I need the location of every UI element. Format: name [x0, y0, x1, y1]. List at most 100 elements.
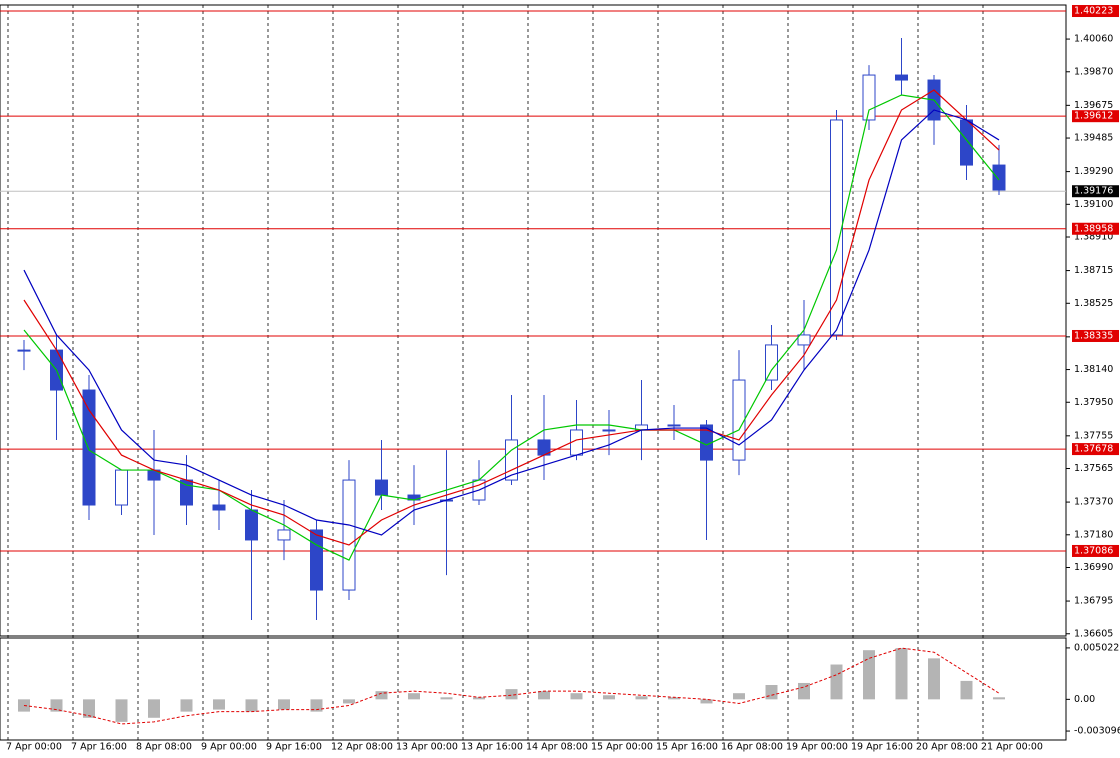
y-tick-label: 1.40060	[1074, 34, 1113, 45]
histogram-bar	[700, 699, 713, 704]
histogram-bar	[180, 699, 193, 712]
macd-panel	[0, 637, 1067, 741]
level-label-box	[1072, 544, 1119, 557]
histogram-bar	[733, 693, 745, 700]
x-tick-label: 19 Apr 00:00	[786, 742, 848, 753]
y-tick-label: 1.37180	[1074, 529, 1113, 540]
y-tick-label: 1.36795	[1074, 596, 1113, 607]
histogram-bar	[863, 650, 875, 700]
histogram-bar	[570, 693, 583, 700]
histogram-bar	[668, 697, 680, 700]
moving-average	[23, 94, 1000, 561]
y-tick-label: 1.38910	[1074, 232, 1113, 243]
x-tick-label: 15 Apr 00:00	[591, 742, 653, 753]
level-label-box	[1072, 222, 1119, 235]
candle-body	[732, 379, 746, 461]
candle-body	[505, 439, 518, 481]
x-tick-label: 20 Apr 08:00	[916, 742, 978, 753]
histogram-bar	[928, 658, 940, 700]
x-tick-label: 21 Apr 00:00	[981, 742, 1043, 753]
histogram-bar	[993, 697, 1005, 700]
y-tick-label: 1.37370	[1074, 497, 1113, 508]
level-label-box	[1072, 5, 1119, 18]
level-label: 1.39612	[1074, 111, 1113, 122]
x-tick-label: 7 Apr 16:00	[71, 742, 127, 753]
candle-body	[830, 119, 843, 336]
y-tick-label: 1.37755	[1074, 430, 1113, 441]
histogram-bar	[115, 699, 128, 722]
y-tick-label: 0.00	[1074, 694, 1095, 705]
histogram-bar	[895, 648, 908, 700]
y-tick-label: 1.38140	[1074, 364, 1113, 375]
histogram-bar	[830, 664, 843, 700]
candle-body	[310, 529, 323, 591]
candle-body	[797, 334, 811, 346]
histogram-bar	[213, 699, 225, 710]
histogram-bar	[408, 693, 420, 700]
candle-body	[82, 389, 96, 506]
y-tick-label: 1.39675	[1074, 100, 1113, 111]
histogram-bar	[538, 691, 550, 700]
y-tick-label: 1.39100	[1074, 199, 1113, 210]
y-tick-label: 0.005022	[1074, 642, 1119, 653]
candle-body	[115, 469, 128, 506]
histogram-bar	[635, 696, 648, 700]
x-tick-label: 9 Apr 00:00	[201, 742, 257, 753]
candle-body	[992, 164, 1006, 191]
level-label-box	[1072, 329, 1119, 342]
histogram-bar	[473, 697, 485, 700]
x-tick-label: 8 Apr 08:00	[136, 742, 192, 753]
moving-average	[23, 89, 1000, 546]
histogram-bar	[148, 699, 160, 718]
current-price-label: 1.39176	[1074, 186, 1113, 197]
histogram-bar	[310, 699, 323, 712]
x-tick-label: 13 Apr 16:00	[461, 742, 523, 753]
histogram-bar	[440, 697, 453, 700]
candle-body	[342, 479, 356, 591]
x-tick-label: 19 Apr 16:00	[851, 742, 913, 753]
x-tick-label: 16 Apr 08:00	[721, 742, 783, 753]
level-label-box	[1072, 443, 1119, 456]
level-label: 1.37678	[1074, 444, 1113, 455]
histogram-bar	[278, 699, 290, 710]
candle-body	[245, 509, 258, 541]
level-label: 1.38335	[1074, 330, 1113, 341]
price-panel	[0, 4, 1067, 637]
candle-body	[667, 424, 681, 427]
histogram-bar	[375, 691, 388, 700]
y-tick-label: 1.36990	[1074, 562, 1113, 573]
histogram-bar	[343, 699, 355, 704]
x-tick-label: 9 Apr 16:00	[266, 742, 322, 753]
y-tick-label: 1.37950	[1074, 397, 1113, 408]
level-label: 1.40223	[1074, 6, 1113, 17]
candle-body	[602, 429, 616, 432]
x-tick-label: 7 Apr 00:00	[6, 742, 62, 753]
histogram-bar	[960, 680, 973, 700]
x-tick-label: 13 Apr 00:00	[396, 742, 458, 753]
moving-average	[23, 109, 1000, 536]
x-tick-label: 15 Apr 16:00	[656, 742, 718, 753]
candle-body	[765, 344, 778, 381]
y-tick-label: 1.39290	[1074, 166, 1113, 177]
y-tick-label: 1.39485	[1074, 133, 1113, 144]
histogram-bar	[245, 699, 258, 712]
candle-body	[212, 504, 226, 511]
histogram-bar	[83, 699, 95, 718]
histogram-bar	[50, 699, 63, 712]
candle-body	[277, 529, 291, 541]
candle-body	[960, 119, 973, 166]
y-tick-label: -0.003096	[1074, 726, 1120, 737]
level-label: 1.37086	[1074, 545, 1113, 556]
candle-body	[180, 479, 193, 506]
x-tick-label: 14 Apr 08:00	[526, 742, 588, 753]
candle-body	[862, 74, 876, 121]
current-price-box	[1072, 185, 1119, 198]
level-label-box	[1072, 110, 1119, 123]
y-tick-label: 1.37565	[1074, 463, 1113, 474]
candle-body	[895, 74, 908, 81]
histogram-bar	[765, 685, 778, 700]
y-tick-label: 1.36605	[1074, 628, 1113, 639]
histogram-bar	[798, 682, 810, 700]
histogram-bar	[505, 689, 518, 700]
